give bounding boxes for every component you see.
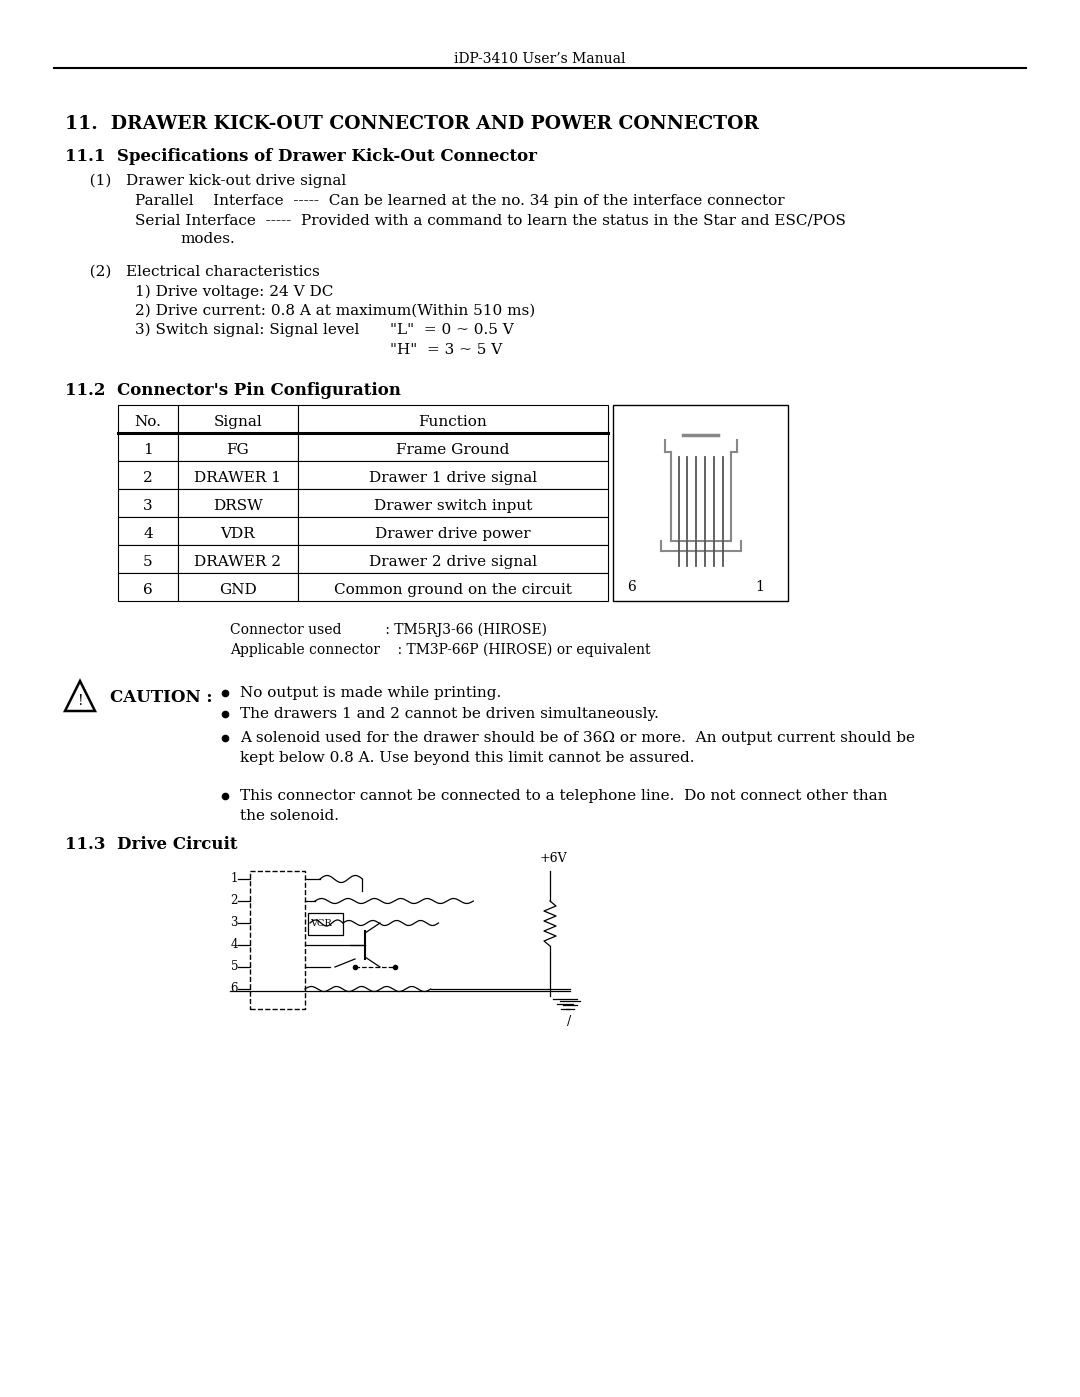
Text: 11.3  Drive Circuit: 11.3 Drive Circuit [65, 835, 238, 854]
Text: "H"  = 3 ~ 5 V: "H" = 3 ~ 5 V [390, 344, 502, 358]
Bar [298, 573, 608, 601]
Text: Function: Function [419, 415, 487, 429]
Text: 1: 1 [144, 443, 153, 457]
Bar [178, 545, 298, 573]
Bar [118, 489, 178, 517]
Text: Signal: Signal [214, 415, 262, 429]
Text: 6: 6 [626, 580, 635, 594]
Text: Common ground on the circuit: Common ground on the circuit [334, 583, 572, 597]
Text: 1) Drive voltage: 24 V DC: 1) Drive voltage: 24 V DC [135, 285, 334, 299]
Text: kept below 0.8 A. Use beyond this limit cannot be assured.: kept below 0.8 A. Use beyond this limit … [240, 752, 694, 766]
Text: 11.  DRAWER KICK-OUT CONNECTOR AND POWER CONNECTOR: 11. DRAWER KICK-OUT CONNECTOR AND POWER … [65, 115, 759, 133]
Text: No.: No. [135, 415, 161, 429]
Text: +6V: +6V [540, 852, 568, 866]
Bar [298, 489, 608, 517]
Text: (2)   Electrical characteristics: (2) Electrical characteristics [75, 265, 320, 279]
Text: 5: 5 [144, 555, 152, 569]
Text: 1: 1 [231, 873, 238, 886]
Text: Connector used          : TM5RJ3-66 (HIROSE): Connector used : TM5RJ3-66 (HIROSE) [230, 623, 546, 637]
Text: GND: GND [219, 583, 257, 597]
Bar [178, 433, 298, 461]
Text: 1: 1 [756, 580, 765, 594]
Text: DRSW: DRSW [213, 499, 262, 513]
Bar [178, 461, 298, 489]
Text: VDR: VDR [220, 527, 255, 541]
Text: Drawer switch input: Drawer switch input [374, 499, 532, 513]
Text: !: ! [78, 694, 83, 708]
Text: 2: 2 [144, 471, 153, 485]
Text: 3: 3 [230, 916, 238, 929]
Text: the solenoid.: the solenoid. [240, 809, 339, 823]
Text: The drawers 1 and 2 cannot be driven simultaneously.: The drawers 1 and 2 cannot be driven sim… [240, 707, 659, 721]
Bar [118, 573, 178, 601]
Bar [298, 405, 608, 433]
Bar [298, 433, 608, 461]
Text: 11.2  Connector's Pin Configuration: 11.2 Connector's Pin Configuration [65, 381, 401, 400]
Text: Drawer drive power: Drawer drive power [375, 527, 530, 541]
Text: DRAWER 1: DRAWER 1 [194, 471, 282, 485]
Bar [118, 405, 178, 433]
Text: Serial Interface  -----  Provided with a command to learn the status in the Star: Serial Interface ----- Provided with a c… [135, 212, 846, 226]
Text: modes.: modes. [180, 232, 234, 246]
Bar [249, 870, 305, 1009]
Text: iDP-3410 User’s Manual: iDP-3410 User’s Manual [455, 52, 625, 66]
Text: Frame Ground: Frame Ground [396, 443, 510, 457]
Text: DRAWER 2: DRAWER 2 [194, 555, 282, 569]
Text: (1)   Drawer kick-out drive signal: (1) Drawer kick-out drive signal [75, 175, 347, 189]
Text: 2: 2 [231, 894, 238, 908]
Bar [298, 517, 608, 545]
Text: 6: 6 [230, 982, 238, 996]
Text: 2) Drive current: 0.8 A at maximum(Within 510 ms): 2) Drive current: 0.8 A at maximum(Withi… [135, 305, 536, 319]
Bar [118, 461, 178, 489]
Bar [178, 405, 298, 433]
Text: 6: 6 [144, 583, 153, 597]
Text: 11.1  Specifications of Drawer Kick-Out Connector: 11.1 Specifications of Drawer Kick-Out C… [65, 148, 537, 165]
Bar [298, 461, 608, 489]
Text: /: / [567, 1014, 571, 1028]
Text: 4: 4 [230, 939, 238, 951]
Text: 3: 3 [144, 499, 152, 513]
Text: Drawer 2 drive signal: Drawer 2 drive signal [369, 555, 537, 569]
Bar [118, 517, 178, 545]
Bar [613, 405, 788, 601]
Text: Parallel    Interface  -----  Can be learned at the no. 34 pin of the interface : Parallel Interface ----- Can be learned … [135, 194, 785, 208]
Bar [118, 545, 178, 573]
Text: 4: 4 [144, 527, 153, 541]
Bar [178, 517, 298, 545]
Bar [118, 433, 178, 461]
Bar [178, 489, 298, 517]
Text: 5: 5 [230, 961, 238, 974]
Text: CAUTION :: CAUTION : [110, 689, 213, 705]
Text: 3) Switch signal: Signal level: 3) Switch signal: Signal level [135, 323, 360, 338]
Text: "L"  = 0 ~ 0.5 V: "L" = 0 ~ 0.5 V [390, 323, 514, 337]
Bar [178, 573, 298, 601]
Bar [298, 545, 608, 573]
Text: Applicable connector    : TM3P-66P (HIROSE) or equivalent: Applicable connector : TM3P-66P (HIROSE)… [230, 643, 650, 658]
Bar [308, 914, 343, 935]
Text: FG: FG [227, 443, 249, 457]
Text: VCR: VCR [310, 918, 332, 928]
Text: A solenoid used for the drawer should be of 36Ω or more.  An output current shou: A solenoid used for the drawer should be… [240, 731, 915, 745]
Text: No output is made while printing.: No output is made while printing. [240, 686, 501, 700]
Text: This connector cannot be connected to a telephone line.  Do not connect other th: This connector cannot be connected to a … [240, 789, 888, 803]
Text: Drawer 1 drive signal: Drawer 1 drive signal [369, 471, 537, 485]
